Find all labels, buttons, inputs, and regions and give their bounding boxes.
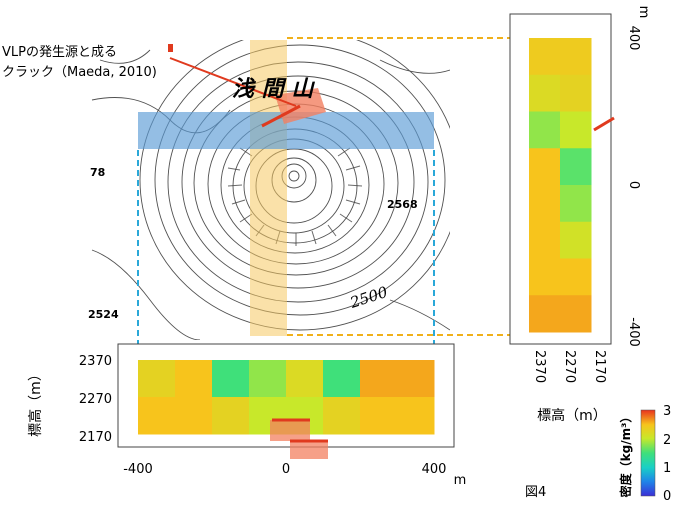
yellow-dashed-guides bbox=[287, 37, 528, 336]
bottom-ytick-2170: 2170 bbox=[79, 430, 112, 445]
right-xtick-2370: 2370 bbox=[532, 350, 547, 383]
right-heatmap-cell bbox=[560, 111, 592, 149]
bottom-xtick-400: 400 bbox=[422, 462, 447, 477]
bottom-xtick-neg400: -400 bbox=[123, 462, 153, 477]
bottom-ytick-2370: 2370 bbox=[79, 354, 112, 369]
bottom-ylabel: 標高（m） bbox=[27, 367, 44, 437]
bottom-heatmap-cell bbox=[360, 360, 398, 398]
right-heatmap-cell bbox=[560, 221, 592, 259]
right-heatmap-cell bbox=[529, 221, 561, 259]
right-ytick-neg400: -400 bbox=[626, 317, 641, 347]
bottom-heatmap-cell bbox=[249, 360, 287, 398]
figure-label: 図4 bbox=[525, 485, 546, 500]
bottom-heatmap-cell bbox=[212, 397, 250, 435]
bottom-heatmap-cell bbox=[397, 397, 435, 435]
right-heatmap-cell bbox=[529, 111, 561, 149]
colorbar-tick-3: 3 bbox=[663, 404, 671, 419]
bottom-xtick-0: 0 bbox=[282, 462, 290, 477]
crater-hatching bbox=[227, 147, 363, 246]
right-ytick-0: 0 bbox=[626, 181, 641, 189]
bottom-heatmap bbox=[138, 360, 435, 435]
bottom-crack-patch bbox=[270, 420, 310, 441]
bottom-xunit: m bbox=[454, 473, 467, 488]
right-crack-line bbox=[593, 116, 615, 132]
right-heatmap-cell bbox=[529, 295, 561, 333]
right-xtick-2270: 2270 bbox=[562, 350, 577, 383]
annotation-line-2: クラック（Maeda, 2010) bbox=[2, 65, 157, 80]
right-xlabel: 標高（m） bbox=[537, 407, 607, 424]
right-heatmap-cell bbox=[560, 148, 592, 186]
colorbar-tick-0: 0 bbox=[663, 489, 671, 504]
bottom-heatmap-cell bbox=[175, 360, 213, 398]
bottom-crack-patch-2 bbox=[290, 440, 328, 459]
right-heatmap-cell bbox=[529, 74, 561, 112]
right-heatmap bbox=[529, 38, 592, 333]
bottom-ytick-2270: 2270 bbox=[79, 392, 112, 407]
right-xtick-2170: 2170 bbox=[592, 350, 607, 383]
right-ytick-400: 400 bbox=[626, 26, 641, 51]
crack-source-patch bbox=[275, 88, 326, 124]
contour-label-2524: 2524 bbox=[88, 308, 119, 321]
bottom-heatmap-cell bbox=[138, 397, 176, 435]
colorbar bbox=[640, 409, 656, 497]
colorbar-tick-2: 2 bbox=[663, 433, 671, 448]
colorbar-tick-1: 1 bbox=[663, 461, 671, 476]
right-heatmap-cell bbox=[529, 148, 561, 186]
map-title: 浅 間 山 bbox=[232, 77, 315, 102]
right-heatmap-cell bbox=[560, 295, 592, 333]
colorbar-label: 密度（kg/m³） bbox=[618, 411, 633, 498]
contour-label-2568: 2568 bbox=[387, 198, 418, 211]
bottom-heatmap-cell bbox=[323, 397, 361, 435]
contour-label-78: 78 bbox=[90, 166, 105, 179]
right-heatmap-cell bbox=[529, 185, 561, 223]
bottom-heatmap-cell bbox=[212, 360, 250, 398]
right-heatmap-cell bbox=[529, 38, 561, 76]
bottom-heatmap-cell bbox=[286, 360, 324, 398]
blue-dashed-guides bbox=[137, 150, 435, 360]
right-heatmap-cell bbox=[529, 258, 561, 296]
annotation-marker bbox=[168, 44, 173, 52]
ns-band bbox=[250, 40, 287, 336]
annotation-line-1: VLPの発生源と成る bbox=[2, 45, 117, 60]
right-heatmap-cell bbox=[560, 38, 592, 76]
annotation-leader bbox=[169, 57, 297, 107]
right-yunit: m bbox=[636, 6, 651, 19]
bottom-heatmap-cell bbox=[175, 397, 213, 435]
bottom-heatmap-cell bbox=[397, 360, 435, 398]
bottom-heatmap-cell bbox=[323, 360, 361, 398]
bottom-heatmap-cell bbox=[360, 397, 398, 435]
right-heatmap-cell bbox=[560, 74, 592, 112]
right-heatmap-cell bbox=[560, 258, 592, 296]
right-heatmap-cell bbox=[560, 185, 592, 223]
crack-line bbox=[261, 104, 301, 128]
topographic-map: 浅 間 山 78 2568 2500 2524 bbox=[88, 40, 450, 340]
bottom-heatmap-cell bbox=[138, 360, 176, 398]
